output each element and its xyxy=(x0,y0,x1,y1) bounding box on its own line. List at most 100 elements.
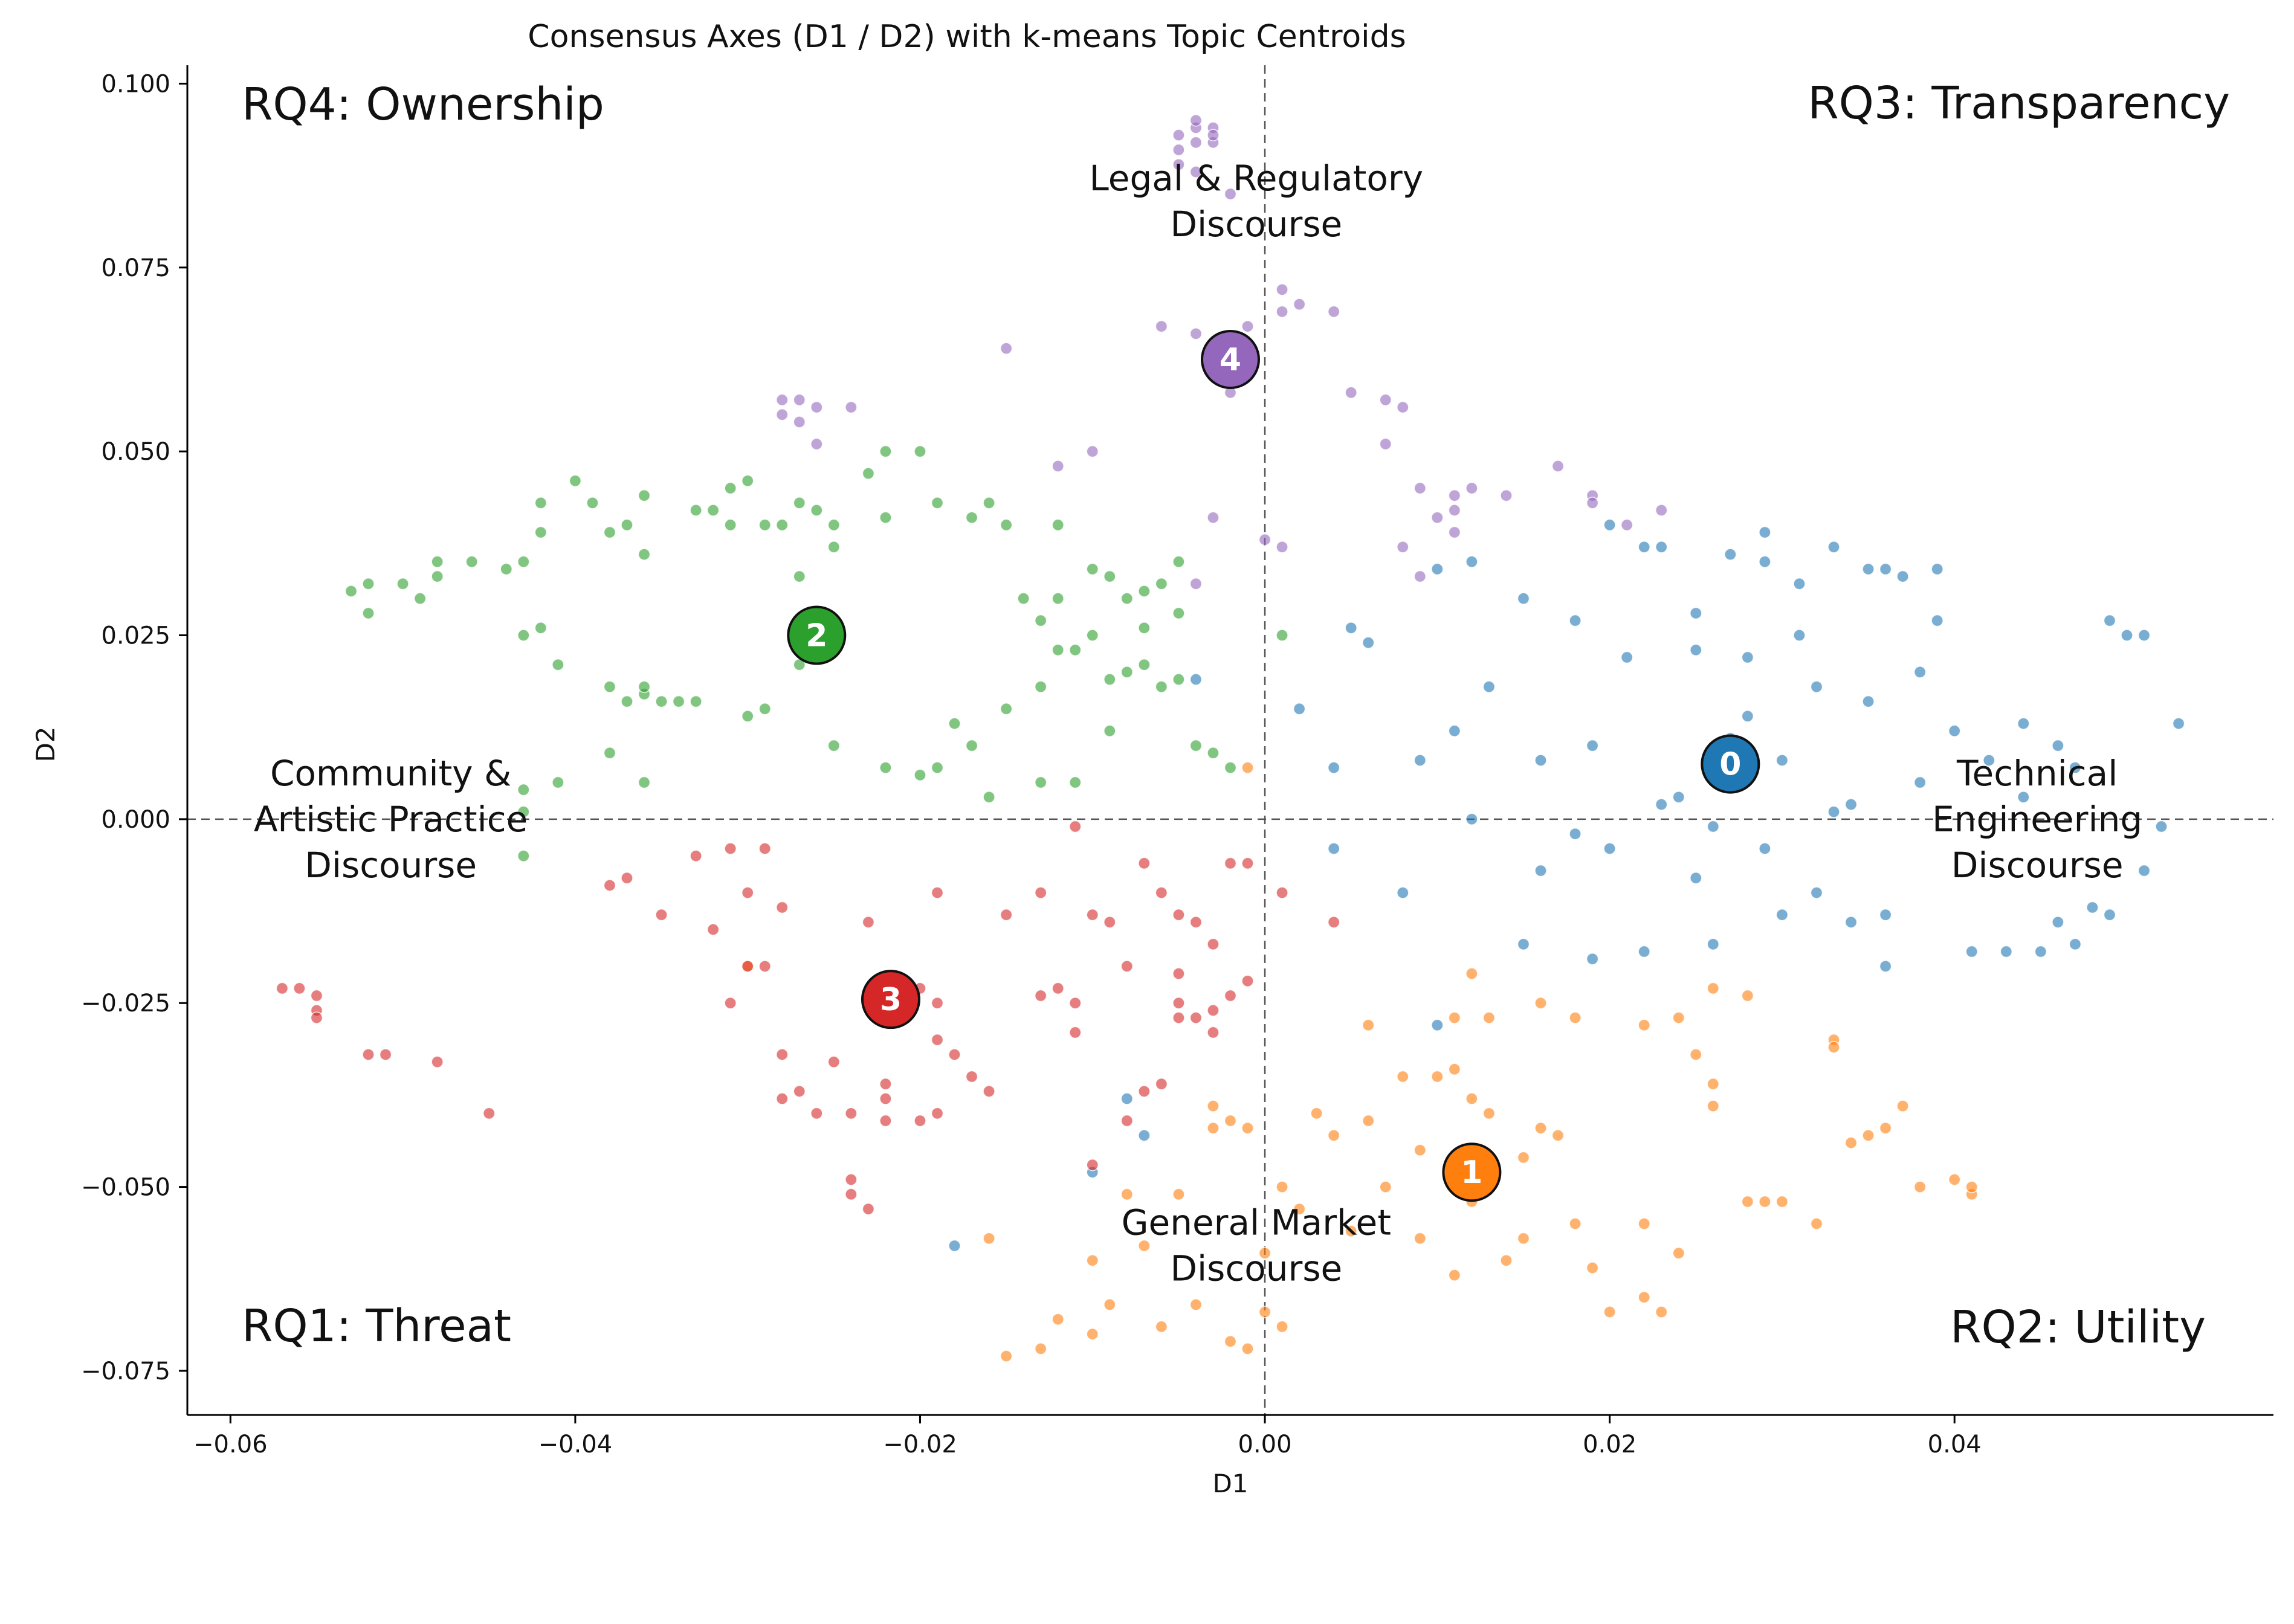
data-point-cluster-2 xyxy=(965,739,978,752)
data-point-cluster-1 xyxy=(1138,1239,1151,1252)
data-point-cluster-2 xyxy=(862,467,875,480)
data-point-cluster-2 xyxy=(983,497,995,509)
data-point-cluster-0 xyxy=(2103,614,2116,627)
data-point-cluster-3 xyxy=(621,872,633,884)
data-point-cluster-2 xyxy=(793,570,806,583)
data-point-cluster-0 xyxy=(1707,820,1720,833)
y-tick-label: −0.075 xyxy=(81,1358,170,1385)
data-point-cluster-2 xyxy=(1120,592,1134,605)
data-point-cluster-3 xyxy=(1207,938,1220,951)
data-point-cluster-2 xyxy=(638,548,651,561)
data-point-cluster-0 xyxy=(1482,680,1496,693)
data-point-cluster-1 xyxy=(1207,1100,1220,1112)
data-point-cluster-2 xyxy=(517,783,530,796)
y-tick-label: −0.025 xyxy=(81,990,170,1017)
data-point-cluster-1 xyxy=(1448,1011,1461,1024)
data-point-cluster-2 xyxy=(793,497,806,509)
data-point-cluster-1 xyxy=(1896,1100,1909,1112)
data-point-cluster-3 xyxy=(1241,857,1254,870)
data-point-cluster-0 xyxy=(1844,916,1858,929)
data-point-cluster-0 xyxy=(1655,798,1668,811)
data-point-cluster-3 xyxy=(724,842,737,855)
data-point-cluster-1 xyxy=(1155,1320,1168,1333)
centroid-marker-0 xyxy=(1701,734,1760,794)
data-point-cluster-0 xyxy=(1931,614,1943,627)
data-point-cluster-2 xyxy=(1138,622,1151,634)
data-point-cluster-1 xyxy=(1207,1121,1220,1135)
data-point-cluster-0 xyxy=(1345,622,1357,634)
data-point-cluster-0 xyxy=(1690,607,1702,620)
data-point-cluster-0 xyxy=(2137,864,2151,877)
data-point-cluster-2 xyxy=(827,739,841,752)
data-point-cluster-0 xyxy=(2086,901,2099,914)
data-point-cluster-0 xyxy=(1465,813,1478,826)
x-ticks: −0.06 −0.04 −0.02 0.00 0.02 0.04 xyxy=(193,1415,1982,1458)
data-point-cluster-1 xyxy=(1086,1254,1099,1267)
data-point-cluster-1 xyxy=(1103,1298,1116,1311)
data-point-cluster-0 xyxy=(2069,938,2082,951)
centroid-marker-4 xyxy=(1201,329,1260,389)
data-point-cluster-3 xyxy=(1224,857,1237,870)
data-point-cluster-1 xyxy=(1879,1121,1892,1135)
data-point-cluster-4 xyxy=(1224,187,1237,201)
data-point-cluster-2 xyxy=(914,768,926,782)
data-point-cluster-1 xyxy=(1172,1188,1185,1201)
data-point-cluster-2 xyxy=(1103,724,1116,738)
data-point-cluster-3 xyxy=(879,1077,892,1091)
data-point-cluster-2 xyxy=(603,680,616,693)
region-labels: Legal & Regulatory Discourse Community & Ar… xyxy=(254,158,2142,1289)
data-point-cluster-2 xyxy=(552,658,564,671)
data-point-cluster-2 xyxy=(603,747,616,759)
data-point-cluster-2 xyxy=(569,474,582,488)
data-point-cluster-3 xyxy=(948,1048,961,1061)
data-point-cluster-3 xyxy=(862,916,875,929)
data-point-cluster-4 xyxy=(1086,445,1099,458)
data-point-cluster-2 xyxy=(724,518,737,532)
data-point-cluster-4 xyxy=(1431,511,1444,524)
data-point-cluster-3 xyxy=(1138,1085,1151,1098)
data-point-cluster-0 xyxy=(1638,541,1650,553)
x-tick-label: −0.02 xyxy=(883,1431,957,1458)
y-tick-label: 0.075 xyxy=(101,254,170,282)
data-point-cluster-1 xyxy=(1414,1232,1427,1245)
data-point-cluster-3 xyxy=(1207,1026,1220,1039)
data-point-cluster-0 xyxy=(1896,570,1909,583)
data-point-cluster-1 xyxy=(1500,1254,1513,1267)
data-point-cluster-4 xyxy=(1276,283,1288,296)
data-point-cluster-1 xyxy=(1241,761,1254,774)
data-point-cluster-0 xyxy=(1327,842,1340,855)
data-point-cluster-2 xyxy=(690,504,702,517)
data-point-cluster-3 xyxy=(914,1114,926,1127)
data-point-cluster-3 xyxy=(793,1085,806,1098)
data-point-cluster-2 xyxy=(413,592,427,605)
data-point-cluster-2 xyxy=(1120,666,1134,678)
data-point-cluster-0 xyxy=(2000,945,2013,958)
data-point-cluster-3 xyxy=(1172,996,1185,1010)
data-point-cluster-3 xyxy=(827,1055,841,1068)
data-point-cluster-1 xyxy=(1569,1217,1582,1230)
data-point-cluster-0 xyxy=(2069,761,2082,774)
data-point-cluster-3 xyxy=(1138,857,1151,870)
data-point-cluster-2 xyxy=(431,555,444,569)
data-point-cluster-3 xyxy=(1120,1114,1134,1127)
data-point-cluster-2 xyxy=(431,570,444,583)
data-point-cluster-3 xyxy=(690,849,702,862)
data-point-cluster-4 xyxy=(1345,386,1357,399)
data-point-cluster-3 xyxy=(310,989,323,1002)
quadrant-label-bottom-right: RQ2: Utility xyxy=(1950,1301,2206,1353)
data-point-cluster-0 xyxy=(1862,695,1875,708)
data-point-cluster-2 xyxy=(1138,658,1151,671)
data-point-cluster-0 xyxy=(1948,724,1961,738)
data-point-cluster-1 xyxy=(1258,1306,1271,1318)
data-point-cluster-1 xyxy=(1397,1070,1409,1083)
data-point-cluster-3 xyxy=(931,886,944,899)
data-point-cluster-0 xyxy=(1844,798,1858,811)
data-point-cluster-2 xyxy=(534,622,548,634)
data-point-cluster-2 xyxy=(724,482,737,495)
data-point-cluster-0 xyxy=(1793,629,1806,642)
data-point-cluster-3 xyxy=(983,1085,995,1098)
data-point-cluster-2 xyxy=(1086,562,1099,576)
data-point-cluster-4 xyxy=(1551,460,1565,472)
data-point-cluster-0 xyxy=(1810,680,1823,693)
data-point-cluster-3 xyxy=(1052,982,1064,995)
